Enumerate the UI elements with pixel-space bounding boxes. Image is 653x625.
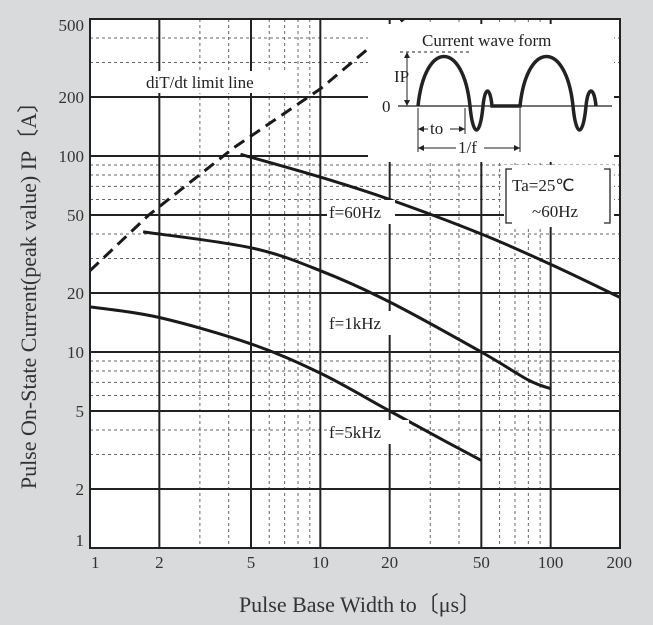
curve-label-60hz: f=60Hz <box>329 203 382 222</box>
y-tick-label: 200 <box>59 88 85 107</box>
y-tick-label: 2 <box>76 480 85 499</box>
y-tick-label: 10 <box>67 343 84 362</box>
x-tick-label: 20 <box>381 553 398 572</box>
minor-grid <box>90 19 620 548</box>
y-tick-label: 500 <box>59 16 85 35</box>
x-tick-label: 50 <box>473 553 490 572</box>
y-tick-label: 5 <box>76 402 85 421</box>
x-tick-label: 5 <box>247 553 256 572</box>
y-axis-title: Pulse On-State Current(peak value) IP〔A〕 <box>16 91 41 489</box>
inset-ip-label: IP <box>394 67 409 86</box>
y-tick-labels: 1 2 5 10 20 50 100 200 500 <box>59 16 85 550</box>
series-line-1 <box>240 152 620 299</box>
x-tick-label: 100 <box>538 553 564 572</box>
condition-ta: Ta=25℃ <box>512 176 574 195</box>
curves <box>90 19 620 462</box>
inset-zero-label: 0 <box>382 97 391 116</box>
series-line-0 <box>90 19 405 272</box>
y-tick-label: 1 <box>76 531 85 550</box>
waveform-inset: Current wave form IP 0 to 1/f <box>368 24 614 162</box>
condition-freq: ~60Hz <box>532 202 578 221</box>
x-tick-labels: 1 2 5 10 20 50 100 200 <box>91 553 632 572</box>
limit-label-bg <box>139 71 294 93</box>
waveform-path <box>416 54 598 132</box>
x-tick-label: 2 <box>155 553 164 572</box>
inset-period-label: 1/f <box>458 138 477 157</box>
curve-label-1khz: f=1kHz <box>329 314 382 333</box>
curve-label-5khz: f=5kHz <box>329 423 382 442</box>
x-tick-label: 200 <box>607 553 633 572</box>
y-tick-label: 100 <box>59 147 85 166</box>
x-axis-title: Pulse Base Width to〔μs〕 <box>239 592 481 617</box>
limit-line-label: diT/dt limit line <box>146 73 254 92</box>
x-tick-label: 1 <box>91 553 100 572</box>
y-tick-label: 20 <box>67 284 84 303</box>
y-tick-label: 50 <box>67 206 84 225</box>
inset-to-label: to <box>430 119 443 138</box>
x-tick-label: 10 <box>312 553 329 572</box>
series-line-2 <box>142 230 552 391</box>
conditions-box: Ta=25℃ ~60Hz <box>504 165 614 227</box>
series-line-3 <box>90 305 483 462</box>
inset-title: Current wave form <box>422 31 551 50</box>
plot-frame <box>89 18 621 549</box>
